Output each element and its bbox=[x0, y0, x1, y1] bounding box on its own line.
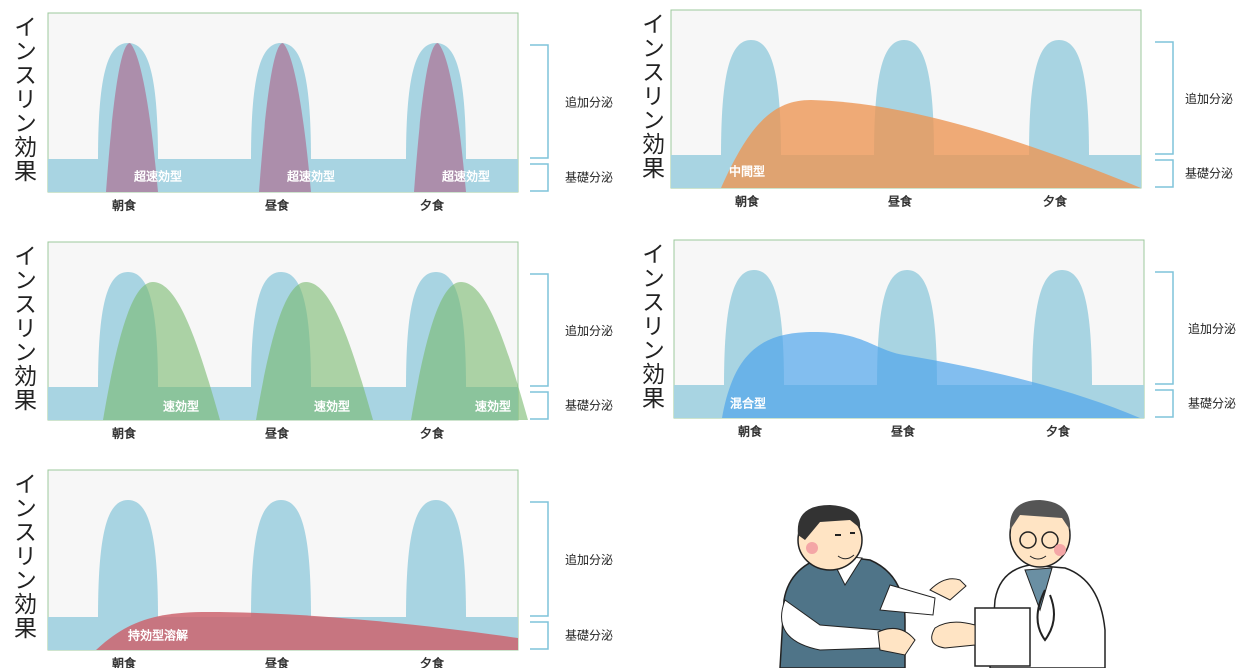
insulin-label: 持効型溶解 bbox=[128, 628, 188, 643]
bolus-peak bbox=[98, 500, 158, 618]
bolus-bracket bbox=[530, 501, 549, 617]
meal-label: 朝食 bbox=[112, 198, 137, 213]
bolus-label: 追加分泌 bbox=[565, 95, 613, 110]
insulin-curve bbox=[106, 43, 466, 192]
basal-label: 基礎分泌 bbox=[1188, 397, 1236, 411]
bolus-peak bbox=[1029, 40, 1089, 156]
basal-bracket bbox=[530, 621, 549, 650]
meal-label: 朝食 bbox=[738, 424, 763, 439]
basal-label: 基礎分泌 bbox=[565, 171, 613, 185]
meal-label: 夕食 bbox=[420, 198, 445, 213]
meal-label: 朝食 bbox=[112, 656, 137, 668]
insulin-label: 中間型 bbox=[729, 164, 765, 179]
illustration bbox=[779, 500, 1106, 668]
meal-label: 昼食 bbox=[264, 198, 290, 213]
insulin-curve bbox=[721, 100, 1141, 188]
bolus-label: 追加分泌 bbox=[1185, 91, 1233, 106]
bolus-peak bbox=[406, 500, 466, 618]
meal-label: 昼食 bbox=[264, 426, 290, 441]
bolus-peak bbox=[1032, 270, 1092, 386]
meal-label: 昼食 bbox=[887, 194, 913, 209]
insulin-label: 速効型 bbox=[314, 399, 350, 414]
y-axis-label: インスリン効果 bbox=[10, 472, 38, 640]
meal-label: 朝食 bbox=[735, 194, 760, 209]
insulin-label: 超速効型 bbox=[286, 169, 335, 184]
basal-bracket bbox=[530, 163, 549, 192]
insulin-curve bbox=[722, 332, 1140, 418]
y-axis-label: インスリン効果 bbox=[638, 12, 666, 180]
basal-bracket bbox=[530, 391, 549, 420]
bolus-bracket bbox=[1155, 271, 1174, 385]
basal-label: 基礎分泌 bbox=[1185, 167, 1233, 181]
y-axis-label: インスリン効果 bbox=[10, 15, 38, 183]
basal-label: 基礎分泌 bbox=[565, 399, 613, 413]
insulin-label: 速効型 bbox=[475, 399, 511, 414]
bolus-peak bbox=[251, 500, 311, 618]
bolus-label: 追加分泌 bbox=[565, 323, 613, 338]
meal-label: 夕食 bbox=[1043, 194, 1068, 209]
bolus-bracket bbox=[1155, 41, 1174, 155]
bolus-bracket bbox=[530, 273, 549, 387]
insulin-label: 混合型 bbox=[730, 396, 766, 411]
meal-label: 夕食 bbox=[420, 656, 445, 668]
basal-bracket bbox=[1155, 159, 1174, 188]
insulin-label: 超速効型 bbox=[133, 169, 182, 184]
basal-label: 基礎分泌 bbox=[565, 629, 613, 643]
meal-label: 夕食 bbox=[420, 426, 445, 441]
y-axis-label: インスリン効果 bbox=[10, 244, 38, 412]
bolus-bracket bbox=[530, 44, 549, 159]
insulin-curve bbox=[103, 282, 528, 420]
meal-label: 昼食 bbox=[264, 656, 290, 668]
insulin-label: 速効型 bbox=[163, 399, 199, 414]
y-axis-label: インスリン効果 bbox=[638, 242, 666, 410]
meal-label: 夕食 bbox=[1046, 424, 1071, 439]
bolus-label: 追加分泌 bbox=[565, 552, 613, 567]
bolus-label: 追加分泌 bbox=[1188, 321, 1236, 336]
meal-label: 朝食 bbox=[112, 426, 137, 441]
meal-label: 昼食 bbox=[890, 424, 916, 439]
basal-bracket bbox=[1155, 389, 1174, 418]
insulin-label: 超速効型 bbox=[441, 169, 490, 184]
insulin-curve bbox=[96, 612, 518, 650]
